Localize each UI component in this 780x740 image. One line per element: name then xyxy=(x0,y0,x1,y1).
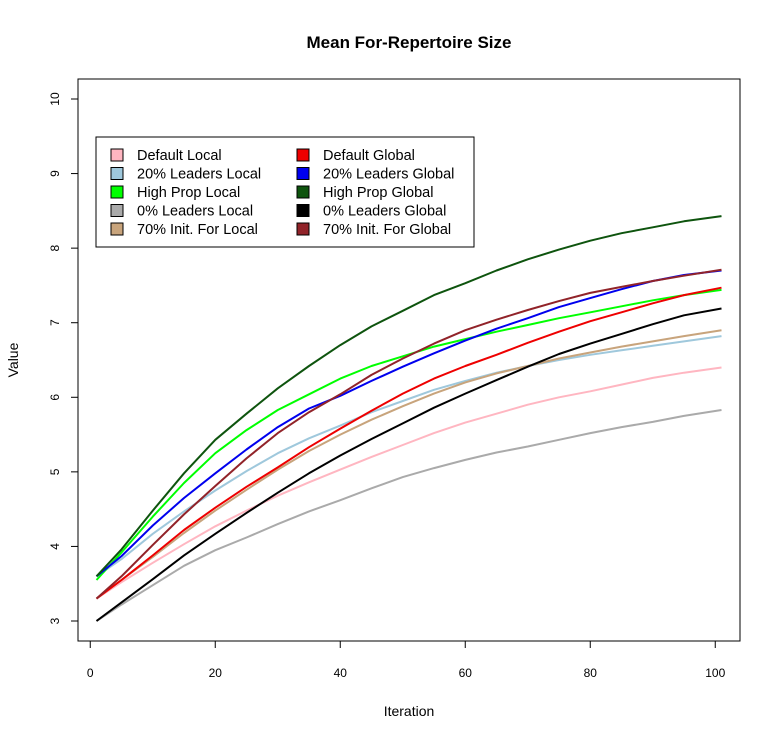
legend-swatch xyxy=(110,185,124,199)
chart-title: Mean For-Repertoire Size xyxy=(307,33,512,52)
x-tick-label: 100 xyxy=(705,666,725,680)
legend-swatch xyxy=(110,167,124,180)
legend-swatch xyxy=(296,167,310,180)
legend-swatch xyxy=(110,148,124,162)
legend-item: Default Local xyxy=(110,148,222,164)
legend-item: 0% Leaders Local xyxy=(110,204,253,220)
legend: Default Local 20% Leaders Local High Prop … xyxy=(95,136,475,248)
legend-label: 0% Leaders Global xyxy=(323,204,446,220)
legend-item: 20% Leaders Global xyxy=(296,167,454,183)
y-axis-label: Value xyxy=(5,342,21,377)
x-tick-label: 20 xyxy=(209,666,223,680)
legend-label: Default Local xyxy=(137,148,222,164)
legend-item: High Prop Local xyxy=(110,185,240,201)
y-tick-label: 6 xyxy=(48,394,62,401)
legend-label: 20% Leaders Global xyxy=(323,167,454,183)
y-tick-label: 8 xyxy=(48,244,62,251)
series-line-0-leaders-global xyxy=(95,307,722,622)
legend-label: 70% Init. For Global xyxy=(323,222,451,238)
x-tick-label: 80 xyxy=(584,666,598,680)
legend-box xyxy=(95,136,475,248)
legend-swatch xyxy=(110,204,124,217)
legend-label: 20% Leaders Local xyxy=(137,167,261,183)
legend-item: 0% Leaders Global xyxy=(296,204,446,220)
x-axis-label: Iteration xyxy=(384,703,435,719)
legend-item: Default Global xyxy=(296,148,415,164)
y-tick-label: 10 xyxy=(48,92,62,106)
legend-swatch xyxy=(296,204,310,217)
series-layer xyxy=(95,215,722,622)
series-line-default-global xyxy=(95,286,722,600)
legend-swatch xyxy=(296,222,310,236)
legend-label: 0% Leaders Local xyxy=(137,204,253,220)
legend-swatch xyxy=(110,222,124,236)
legend-label: 70% Init. For Local xyxy=(137,222,258,238)
series-line-0-leaders-local xyxy=(95,409,722,622)
legend-swatch xyxy=(296,148,310,162)
legend-label: Default Global xyxy=(323,148,415,164)
legend-item: 70% Init. For Local xyxy=(110,222,258,238)
legend-item: 20% Leaders Local xyxy=(110,167,261,183)
series-line-high-prop-local xyxy=(95,288,722,581)
series-line-70-init-for-global xyxy=(95,268,722,600)
x-tick-label: 60 xyxy=(459,666,473,680)
y-tick-label: 3 xyxy=(48,617,62,624)
legend-label: High Prop Local xyxy=(137,185,240,201)
series-line-70-init-for-local xyxy=(95,329,722,600)
series-line-default-local xyxy=(95,366,722,600)
legend-label: High Prop Global xyxy=(323,185,433,201)
legend-item: High Prop Global xyxy=(296,185,433,201)
y-tick-label: 9 xyxy=(48,170,62,177)
x-tick-label: 0 xyxy=(87,666,94,680)
y-tick-label: 4 xyxy=(48,543,62,550)
y-tick-label: 5 xyxy=(48,468,62,475)
y-axis: 3 4 5 6 7 8 9 10 xyxy=(48,92,79,624)
x-axis: 0 20 40 60 80 100 xyxy=(87,640,726,680)
legend-item: 70% Init. For Global xyxy=(296,222,451,238)
series-line-high-prop-global xyxy=(95,215,722,577)
x-tick-label: 40 xyxy=(334,666,348,680)
legend-swatch xyxy=(296,185,310,199)
series-line-20-leaders-global xyxy=(95,269,722,578)
y-tick-label: 7 xyxy=(48,319,62,326)
